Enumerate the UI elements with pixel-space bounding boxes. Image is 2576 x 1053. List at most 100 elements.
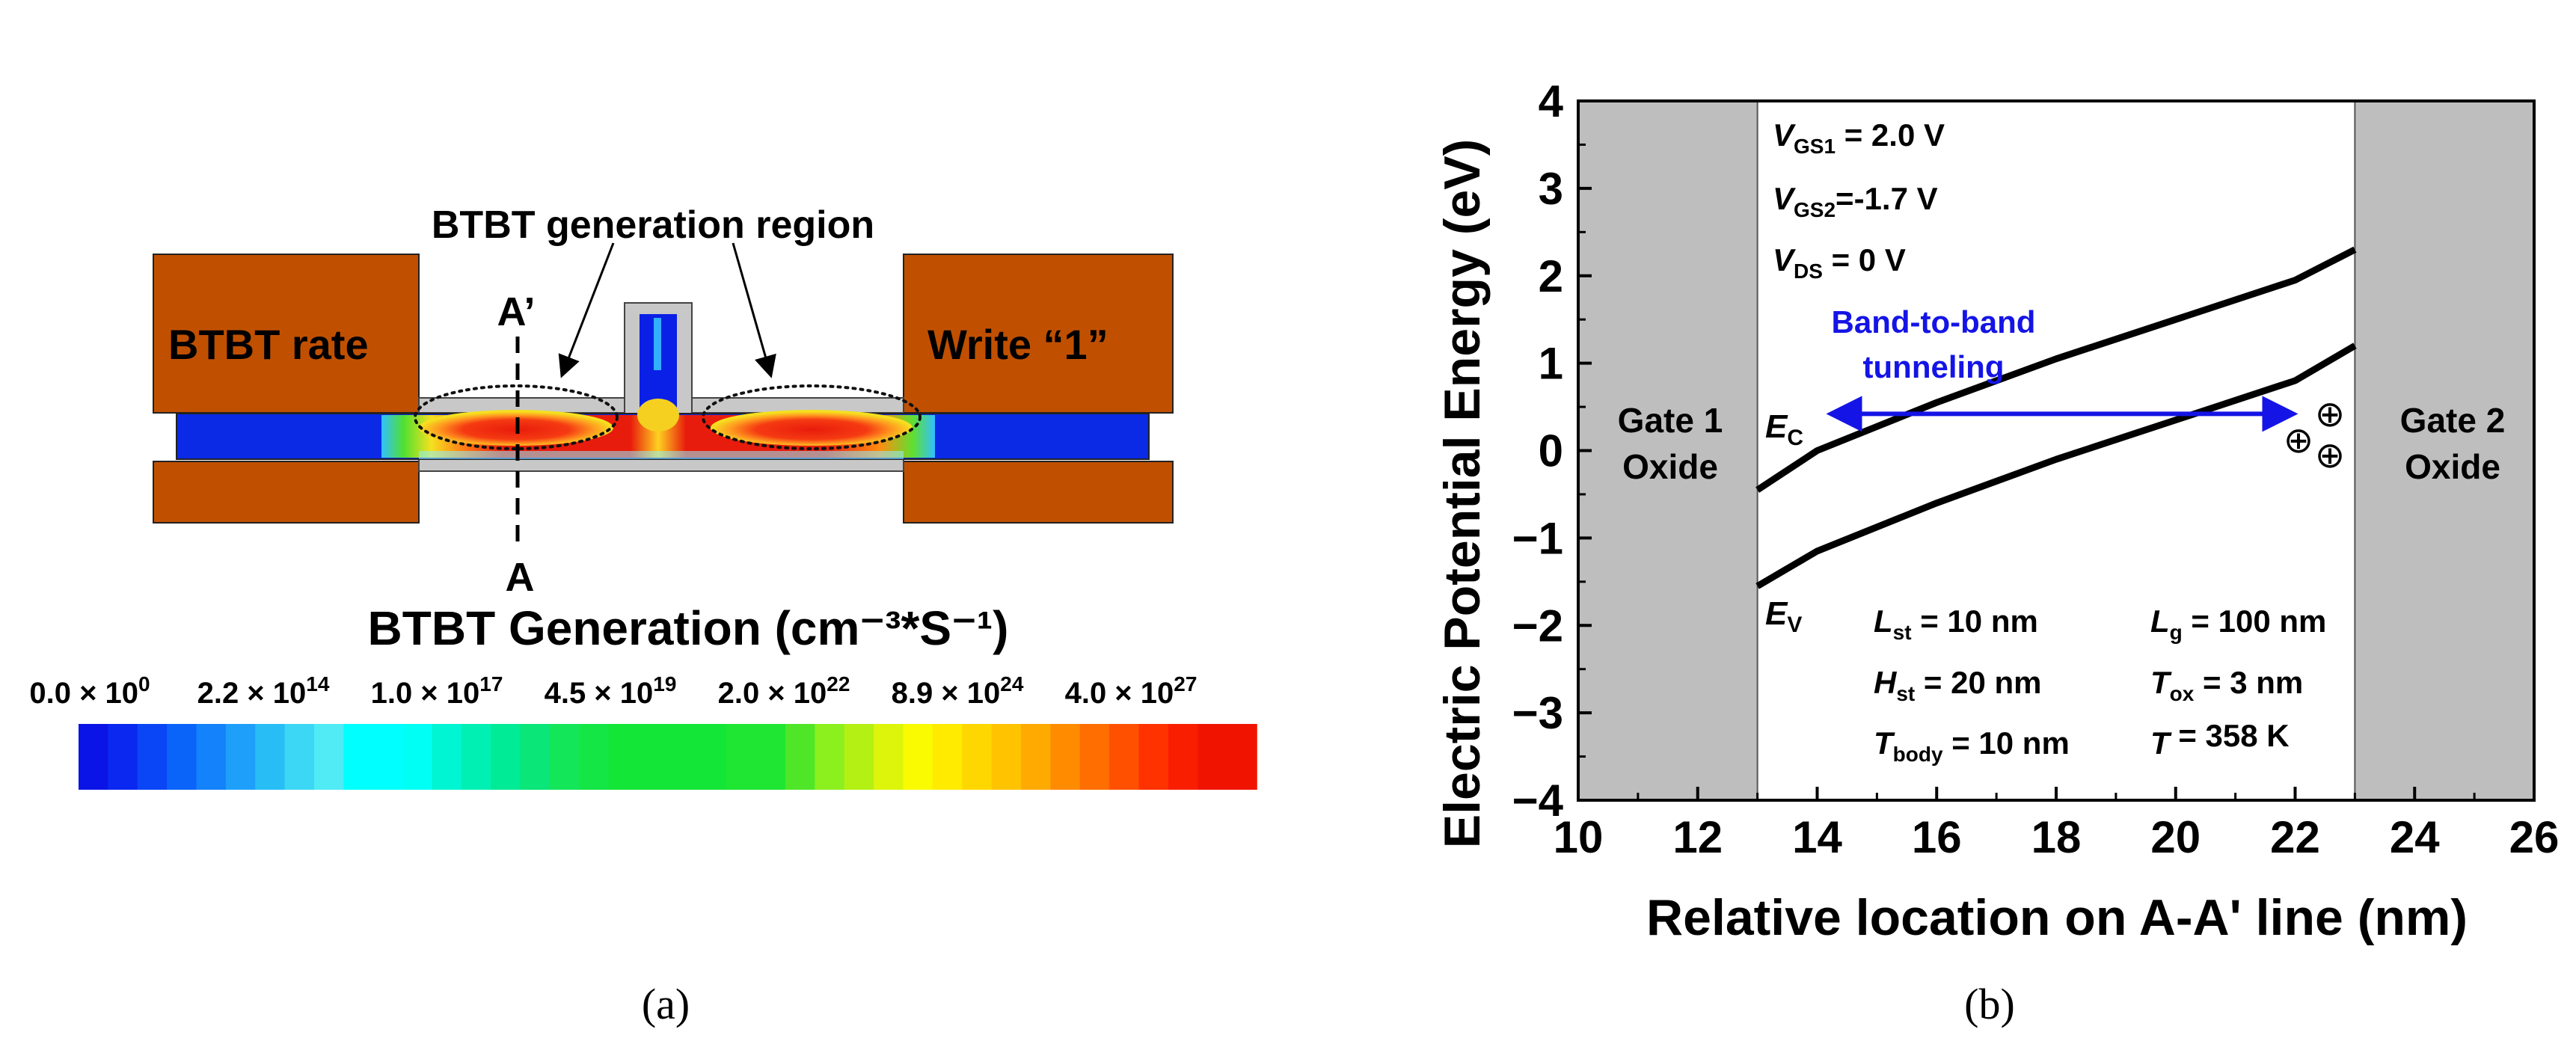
ev-label: EV: [1765, 595, 1802, 637]
param-tbody: Tbody = 10 nm: [1874, 725, 2070, 766]
bottom-oxide: [418, 458, 904, 472]
colorbar-swatch: [579, 724, 610, 790]
legend-tick-exponent: 0: [138, 672, 150, 696]
colorbar-swatch: [1021, 724, 1052, 790]
legend-tick-mantissa: 4.0 × 10: [1065, 677, 1174, 710]
btbt-annotation-line1: Band-to-band: [1832, 304, 2036, 340]
colorbar-swatch: [225, 724, 257, 790]
btbt-hotspot-right: [711, 410, 913, 446]
vgs1-label: VGS1 = 2.0 V: [1773, 117, 1945, 158]
vgs1-sub: GS1: [1794, 135, 1836, 158]
vgs2-sub: GS2: [1794, 198, 1836, 221]
param-lst-rest: = 10 nm: [1912, 604, 2038, 639]
colorbar-swatch: [1138, 724, 1169, 790]
colorbar-swatch: [903, 724, 933, 790]
btbt-region-outline-right: [702, 384, 921, 450]
colorbar-swatch: [432, 724, 462, 790]
colorbar-swatch: [343, 724, 374, 790]
legend-tick-exponent: 22: [827, 672, 850, 696]
legend-tick-exponent: 27: [1174, 672, 1197, 696]
colorbar-swatch: [137, 724, 168, 790]
x-tick-label: 12: [1672, 812, 1723, 862]
y-axis-label: Electric Potential Energy (eV): [1434, 139, 1491, 849]
colorbar-swatch: [108, 724, 138, 790]
ev-main: E: [1765, 595, 1788, 632]
legend-tick-mantissa: 1.0 × 10: [371, 677, 480, 710]
colorbar-swatch: [284, 724, 315, 790]
cut-top-label: A’: [497, 289, 535, 334]
colorbar-swatch: [785, 724, 816, 790]
ec-main: E: [1765, 408, 1788, 445]
legend-tick-label: 1.0 × 1017: [371, 672, 503, 710]
param-lst: Lst = 10 nm: [1874, 604, 2038, 644]
param-hst-main: H: [1874, 665, 1898, 700]
x-tick-label: 10: [1554, 812, 1604, 862]
colorbar-swatch: [255, 724, 286, 790]
colorbar-swatch: [1197, 724, 1228, 790]
legend-tick-label: 8.9 × 1024: [892, 672, 1024, 710]
param-hst-rest: = 20 nm: [1915, 665, 2041, 700]
region-arrow-right: [732, 242, 776, 378]
param-lst-main: L: [1874, 604, 1893, 639]
right-top-electrode: [903, 254, 1174, 414]
param-hst-sub: st: [1896, 682, 1915, 705]
colorbar-swatch: [196, 724, 227, 790]
vgs1-main: V: [1773, 117, 1796, 153]
gate2-label-line2: Oxide: [2405, 447, 2500, 486]
y-tick-label: 4: [1539, 76, 1564, 126]
colorbar-swatch: [402, 724, 433, 790]
legend-tick-mantissa: 8.9 × 10: [892, 677, 1001, 710]
hole-symbol-2: ⊕: [2315, 393, 2345, 435]
inner-oxide: [419, 451, 904, 459]
colorbar-swatch: [815, 724, 845, 790]
vds-label: VDS = 0 V: [1773, 242, 1906, 283]
param-temp: T = 358 K: [2150, 718, 2290, 761]
y-tick-label: 1: [1539, 339, 1563, 389]
vgs1-rest: = 2.0 V: [1836, 117, 1945, 153]
y-tick-label: 3: [1539, 164, 1563, 214]
vds-main: V: [1773, 242, 1796, 277]
colorbar-swatch: [844, 724, 874, 790]
param-lg-rest: = 100 nm: [2183, 604, 2327, 639]
param-tox: Tox = 3 nm: [2150, 665, 2303, 705]
legend-tick-label: 2.2 × 1014: [197, 672, 330, 710]
colorbar-swatch: [962, 724, 993, 790]
colorbar-swatch: [991, 724, 1022, 790]
colorbar-swatch: [1079, 724, 1110, 790]
left-bottom-electrode: [153, 461, 420, 524]
param-hst: Hst = 20 nm: [1874, 665, 2042, 705]
right-electrode-label: Write “1”: [927, 321, 1108, 368]
param-tox-sub: ox: [2170, 682, 2195, 705]
legend-tick-exponent: 19: [653, 672, 676, 696]
colorbar-swatch: [491, 724, 521, 790]
legend-tick-mantissa: 2.2 × 10: [197, 677, 307, 710]
param-tox-rest: = 3 nm: [2194, 665, 2303, 700]
colorbar-swatch: [520, 724, 551, 790]
colorbar-swatch: [696, 724, 728, 790]
ec-sub: C: [1787, 426, 1803, 450]
gate1-label-line2: Oxide: [1622, 447, 1718, 486]
colorbar-swatch: [550, 724, 580, 790]
param-lg-sub: g: [2170, 621, 2183, 644]
ev-sub: V: [1787, 613, 1802, 637]
x-axis-label: Relative location on A-A' line (nm): [1646, 889, 2468, 946]
legend-title: BTBT Generation (cm⁻³*S⁻¹): [368, 601, 1009, 655]
colorbar-swatch: [461, 724, 492, 790]
x-tick-label: 18: [2031, 812, 2082, 862]
x-tick-label: 22: [2270, 812, 2320, 862]
legend-tick-exponent: 17: [479, 672, 503, 696]
hole-symbol-1: ⊕: [2284, 420, 2313, 461]
colorbar-swatch: [726, 724, 757, 790]
param-tbody-main: T: [1874, 725, 1895, 761]
param-tox-main: T: [2150, 665, 2172, 700]
param-lg: Lg = 100 nm: [2150, 604, 2326, 644]
storage-pillar-core: [654, 318, 661, 370]
gate1-label-line1: Gate 1: [1618, 401, 1723, 440]
vgs2-main: V: [1773, 181, 1796, 216]
colorbar-swatch: [638, 724, 669, 790]
vds-rest: = 0 V: [1823, 242, 1906, 277]
y-tick-label: −1: [1512, 513, 1563, 563]
left-top-electrode: [153, 254, 420, 414]
x-tick-label: 24: [2390, 812, 2440, 862]
